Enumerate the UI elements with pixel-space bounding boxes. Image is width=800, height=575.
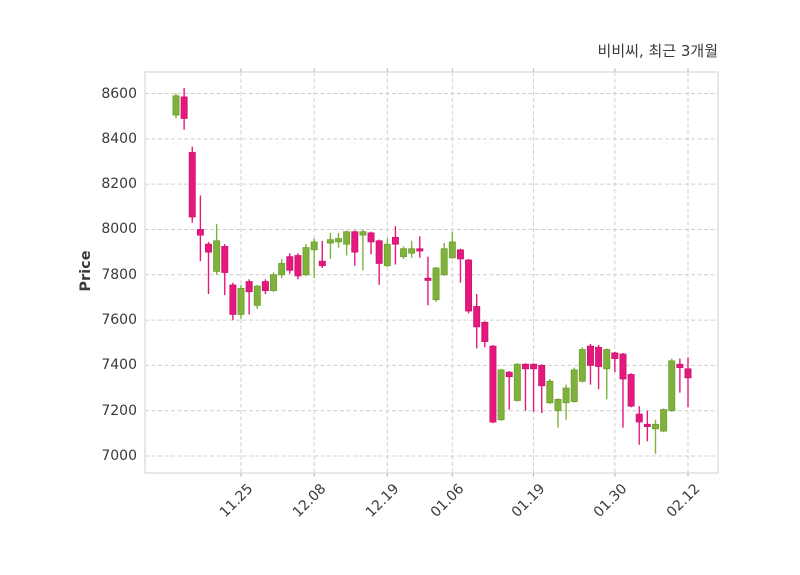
candle-body-up — [172, 95, 180, 116]
candle-body-up — [432, 267, 440, 301]
candle-body-down — [643, 423, 651, 427]
candle-body-down — [229, 284, 237, 315]
candle-body-up — [310, 241, 318, 251]
plot-border — [144, 71, 719, 474]
candle-body-up — [554, 398, 562, 412]
candle-body-down — [676, 363, 684, 369]
y-tick-label: 7600 — [101, 312, 137, 329]
candle-body-down — [180, 96, 188, 119]
candle-body-down — [416, 248, 424, 252]
candle-body-down — [424, 277, 432, 281]
candle-body-up — [562, 387, 570, 404]
candle-body-up — [448, 241, 456, 259]
candle-body-up — [237, 287, 245, 315]
candle-body-up — [497, 369, 505, 421]
candle-body-up — [400, 248, 408, 258]
candle-body-up — [335, 238, 343, 243]
candle-body-up — [326, 239, 334, 244]
y-tick-label: 7200 — [101, 402, 137, 419]
candle-body-down — [294, 255, 302, 277]
candle-body-down — [221, 246, 229, 273]
candle-body-down — [619, 353, 627, 380]
candle-body-down — [505, 371, 513, 378]
candle-body-up — [513, 363, 521, 401]
y-tick-label: 8200 — [101, 176, 137, 193]
candle-body-down — [587, 345, 594, 366]
candle-body-up — [213, 240, 221, 272]
candle-body-down — [481, 321, 489, 342]
candle-body-up — [253, 285, 261, 306]
candle-body-down — [245, 281, 253, 293]
candle-body-up — [660, 409, 668, 432]
candle-body-down — [595, 346, 603, 367]
candle-body-down — [473, 306, 481, 328]
candle-body-down — [375, 240, 383, 264]
candle-body-down — [489, 345, 497, 423]
y-tick-label: 8600 — [101, 85, 137, 102]
candle-body-up — [302, 247, 310, 276]
y-tick-label: 7400 — [101, 357, 137, 374]
candle-body-up — [270, 274, 277, 291]
candle-body-up — [652, 423, 659, 430]
candle-body-down — [196, 229, 204, 236]
candle-body-up — [278, 263, 286, 276]
candle-body-down — [465, 259, 473, 312]
candle-body-down — [261, 281, 269, 291]
y-tick-label: 8400 — [101, 130, 137, 147]
candle-body-up — [359, 231, 367, 236]
candle-body-up — [668, 360, 676, 412]
candle-body-down — [205, 243, 212, 253]
candle-body-up — [603, 349, 611, 370]
y-tick-label: 7000 — [101, 448, 137, 464]
candle-body-down — [627, 374, 635, 407]
candle-body-up — [408, 248, 416, 254]
chart-title: 비비씨, 최근 3개월 — [597, 42, 718, 60]
candle-body-down — [367, 232, 375, 243]
candle-body-up — [546, 380, 554, 404]
candle-body-down — [391, 237, 399, 245]
candle-body-up — [343, 231, 351, 245]
candle-body-up — [383, 243, 391, 267]
candle-body-up — [440, 248, 448, 276]
candle-body-down — [286, 256, 294, 271]
y-tick-label: 8000 — [101, 221, 137, 238]
candle-body-down — [318, 260, 326, 267]
candle-body-up — [570, 369, 578, 403]
candle-body-down — [635, 413, 643, 423]
candle-body-down — [351, 231, 359, 253]
y-tick-label: 7800 — [101, 266, 137, 283]
candle-body-down — [538, 365, 546, 387]
candle-body-down — [521, 363, 529, 370]
candle-body-down — [188, 152, 196, 218]
candle-body-down — [611, 352, 619, 359]
candle-body-down — [456, 249, 464, 260]
candle-body-down — [530, 363, 538, 370]
candle-body-down — [684, 368, 692, 379]
candle-body-up — [578, 349, 586, 382]
